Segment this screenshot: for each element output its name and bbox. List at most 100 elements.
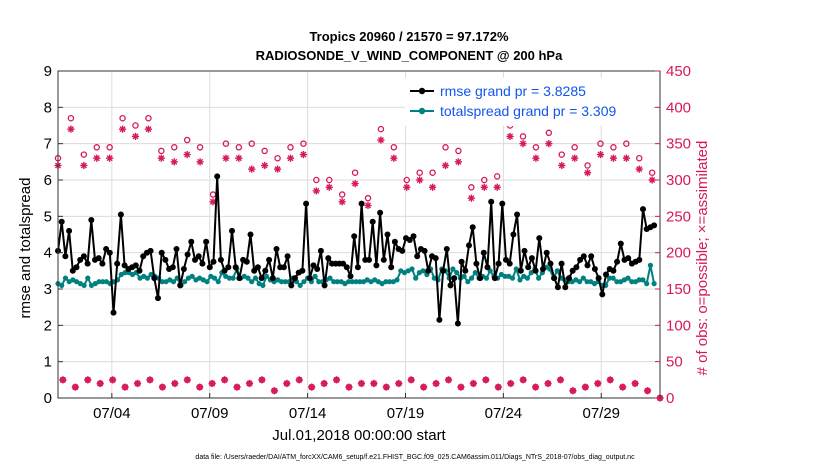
rmse-point (603, 271, 609, 278)
rmse-point (177, 282, 184, 289)
totalspread-point (357, 279, 363, 285)
rmse-point (369, 218, 376, 225)
obs-assimilated-marker (273, 165, 282, 173)
totalspread-point (454, 270, 460, 276)
obs-assimilated-marker (325, 183, 333, 191)
rmse-point (651, 222, 658, 229)
totalspread-point (647, 262, 654, 268)
obs-possible-marker (248, 140, 256, 147)
rmse-point (203, 238, 210, 245)
rmse-point (99, 260, 106, 267)
obs-possible-marker (532, 144, 540, 151)
rmse-point (536, 235, 543, 242)
rmse-point (95, 255, 102, 262)
totalspread-point (610, 275, 616, 281)
obs-assimilated-marker (158, 383, 167, 391)
rmse-point (358, 200, 365, 207)
rmse-point (106, 249, 113, 256)
y2-tick-label: 50 (666, 354, 683, 371)
y-tick-label: 0 (44, 390, 52, 407)
obs-assimilated-marker (338, 198, 346, 206)
x-axis-label: Jul.01,2018 00:00:00 start (272, 427, 446, 444)
rmse-point (192, 256, 198, 263)
rmse-point (443, 246, 450, 252)
rmse-point (114, 260, 121, 267)
totalspread-point (629, 279, 635, 285)
rmse-point (299, 267, 306, 274)
obs-possible-marker (145, 114, 152, 122)
rmse-point (155, 295, 161, 302)
totalspread-point (614, 279, 620, 285)
rmse-point (491, 275, 498, 282)
obs-possible-marker (106, 144, 113, 151)
y-tick-label: 1 (44, 354, 52, 371)
rmse-point (366, 256, 372, 263)
totalspread-point (502, 273, 508, 279)
obs-assimilated-marker (144, 125, 153, 133)
obs-assimilated-marker (80, 161, 88, 170)
y2-tick-label: 0 (666, 390, 674, 407)
y2-tick-label: 100 (666, 317, 691, 334)
rmse-point (473, 260, 480, 267)
x-tick-label: 07/14 (289, 405, 327, 422)
totalspread-point (644, 281, 650, 287)
y-tick-label: 5 (44, 208, 52, 225)
y2-tick-label: 250 (666, 208, 691, 225)
y2-tick-label: 300 (666, 172, 691, 189)
totalspread-point (245, 275, 251, 281)
rmse-point (466, 242, 472, 249)
totalspread-point (100, 279, 106, 285)
obs-possible-marker (493, 173, 501, 180)
totalspread-point (420, 268, 426, 274)
obs-assimilated-marker (493, 183, 501, 191)
legend-spread-marker (418, 107, 426, 115)
obs-assimilated-marker (351, 180, 359, 188)
y2-tick-label: 200 (666, 245, 691, 262)
plot-frame (57, 70, 661, 399)
rmse-point (543, 249, 550, 256)
totalspread-point (312, 273, 318, 279)
totalspread-point (159, 279, 165, 285)
rmse-point (532, 267, 539, 274)
rmse-point (562, 284, 569, 291)
totalspread-point (383, 279, 389, 285)
y2-tick-label: 450 (666, 63, 691, 80)
rmse-point (447, 282, 454, 289)
obs-possible-marker (274, 154, 281, 162)
rmse-point (273, 246, 280, 252)
rmse-point (636, 256, 643, 263)
rmse-point (195, 253, 202, 260)
obs-possible-marker (623, 140, 630, 147)
totalspread-point (85, 275, 91, 281)
obs-assimilated-marker (221, 376, 229, 384)
obs-assimilated-marker (441, 161, 450, 170)
totalspread-point (349, 279, 355, 285)
rmse-point (169, 264, 176, 271)
rmse-point (625, 255, 632, 262)
rmse-point (310, 262, 317, 269)
obs-assimilated-marker (312, 187, 320, 195)
totalspread-point (230, 275, 236, 281)
obs-assimilated-marker (59, 376, 67, 384)
legend-rmse-marker (418, 87, 426, 95)
rmse-point (480, 249, 487, 256)
rmse-point (314, 266, 321, 272)
obs-possible-marker (416, 169, 423, 176)
rmse-point (436, 316, 443, 323)
obs-assimilated-marker (519, 140, 527, 148)
obs-assimilated-marker (299, 150, 308, 159)
totalspread-point (144, 275, 150, 281)
rmse-point (321, 282, 328, 289)
rmse-point (147, 247, 154, 254)
obs-assimilated-marker (403, 183, 411, 191)
rmse-point (303, 200, 310, 207)
totalspread-point (353, 279, 359, 285)
rmse-point (80, 253, 87, 260)
rmse-point (617, 240, 624, 247)
obs-possible-marker (80, 151, 88, 158)
obs-possible-marker (584, 162, 591, 169)
rmse-point (354, 264, 361, 271)
obs-possible-marker (571, 144, 578, 151)
obs-assimilated-marker (532, 154, 540, 162)
obs-assimilated-marker (133, 379, 142, 388)
